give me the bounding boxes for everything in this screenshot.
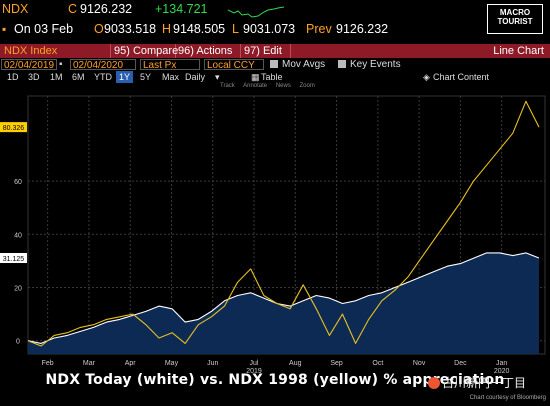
open-value: 9033.518 [104, 22, 157, 36]
range-5y[interactable]: 5Y [140, 72, 152, 82]
logo-text: MACRO TOURIST [497, 8, 533, 26]
actions-button[interactable] [175, 44, 241, 58]
mov-avgs-checkbox[interactable] [270, 60, 278, 68]
y-tick-label: 20 [14, 286, 22, 293]
low-label: L [232, 22, 239, 36]
x-tick-label: Dec [454, 360, 467, 367]
high-label: H [162, 22, 172, 36]
range-1d[interactable]: 1D [7, 72, 19, 82]
compare-label: 95) Compare [114, 45, 179, 57]
year-label: 2019 [246, 368, 262, 375]
x-tick-label: Feb [42, 360, 54, 367]
calendar-icon[interactable]: ▪ [59, 59, 63, 70]
range-1m[interactable]: 1M [50, 72, 63, 82]
open-label: O [94, 22, 104, 36]
end-date-field[interactable]: 02/04/2020 [70, 59, 136, 71]
chart-content-icon: ◈ [423, 72, 430, 82]
quote-header: NDX C 9126.232 +134.721 ▪ On 03 Feb O 90… [0, 0, 550, 44]
low-value: 9031.073 [243, 22, 296, 36]
edit-button[interactable] [240, 44, 291, 58]
x-tick-label: Jan [496, 360, 507, 367]
last-value-label: 80.326 [3, 125, 25, 132]
last-value-tag [0, 252, 27, 263]
currency-symbol: C [68, 2, 78, 16]
mov-avgs-label: Mov Avgs [282, 59, 326, 70]
ticker[interactable]: NDX [2, 2, 29, 16]
range-6m[interactable]: 6M [72, 72, 85, 82]
parameter-bar: 02/04/2019 ▪ 02/04/2020 Last Px Local CC… [0, 58, 550, 71]
menu-bar: NDX Index 95) Compare 96) Actions 97) Ed… [0, 44, 550, 58]
x-tick-label: Jun [207, 360, 218, 367]
series-line-1 [27, 100, 540, 347]
key-events-label: Key Events [350, 59, 401, 70]
x-tick-label: Nov [413, 360, 426, 367]
range-max[interactable]: Max [162, 72, 180, 82]
start-date-field[interactable]: 02/04/2019 [1, 59, 57, 71]
chevron-down-icon[interactable]: ▾ [215, 72, 220, 82]
y-tick-label: 60 [14, 179, 22, 186]
actions-label: 96) Actions [178, 45, 233, 57]
field-select[interactable]: Last Px [140, 59, 200, 71]
x-tick-label: Aug [289, 360, 302, 367]
tool-track[interactable]: Track [220, 83, 235, 89]
edit-label: 97) Edit [244, 45, 282, 57]
axis-labels: 0 20 40 60 Feb Mar Apr May Jun Jul Aug Sep Oct Nov Dec… [0, 122, 510, 375]
last-price: 9126.232 [80, 2, 133, 16]
series-line-0 [27, 252, 540, 344]
watermark-text: 古川新円一丁目 [442, 376, 527, 390]
table-button[interactable]: Table [261, 72, 283, 82]
range-ytd[interactable]: YTD [94, 72, 112, 82]
key-events-checkbox[interactable] [338, 60, 346, 68]
quote-date: On 03 Feb [14, 22, 74, 36]
range-1y[interactable]: 1Y [116, 71, 134, 83]
x-tick-label: Mar [83, 360, 96, 367]
frequency-select[interactable]: Daily [185, 72, 206, 82]
tool-zoom[interactable]: Zoom [299, 83, 315, 89]
prev-value: 9126.232 [336, 22, 389, 36]
y-tick-label: 0 [16, 339, 20, 346]
series-lines [27, 100, 540, 347]
session-marker: ▪ [2, 22, 7, 36]
x-tick-label: Oct [372, 360, 383, 367]
tool-news[interactable]: News [275, 83, 291, 89]
compare-button[interactable] [110, 44, 176, 58]
x-tick-label: Apr [125, 360, 137, 367]
intraday-sparkline [228, 6, 284, 18]
currency-select[interactable]: Local CCY [204, 59, 264, 71]
chart-content-button[interactable]: Chart Content [433, 72, 490, 82]
last-value-label: 31.125 [3, 256, 25, 263]
price-change: +134.721 [155, 2, 208, 16]
high-value: 9148.505 [173, 22, 226, 36]
prev-label: Prev [306, 22, 332, 36]
security-field[interactable] [0, 44, 111, 58]
macro-tourist-logo: MACRO TOURIST [487, 4, 543, 34]
x-tick-label: Sep [330, 360, 343, 367]
view-title: Line Chart [493, 45, 544, 57]
table-icon: ▦ [251, 72, 260, 82]
range-3d[interactable]: 3D [28, 72, 40, 82]
chart-tools: Track Annotate News Zoom [220, 83, 322, 91]
range-bar: 1D 3D 1M 6M YTD 1Y 5Y Max Daily ▾ ▦ Tabl… [0, 71, 550, 83]
chart-courtesy: Chart courtesy of Bloomberg [469, 395, 546, 401]
chart-caption: NDX Today (white) vs. NDX 1998 (yellow) … [45, 372, 505, 388]
area-fill [28, 252, 539, 354]
y-tick-label: 40 [14, 232, 22, 239]
tool-annotate[interactable]: Annotate [243, 83, 268, 89]
security-label: NDX Index [4, 45, 58, 57]
x-tick-label: May [165, 360, 179, 367]
series-area-0 [28, 252, 539, 354]
watermark-icon [428, 377, 440, 389]
x-tick-label: Jul [250, 360, 259, 367]
year-label: 2020 [494, 368, 510, 375]
watermark: 古川新円一丁目 [428, 374, 526, 391]
last-value-tag [0, 122, 27, 133]
